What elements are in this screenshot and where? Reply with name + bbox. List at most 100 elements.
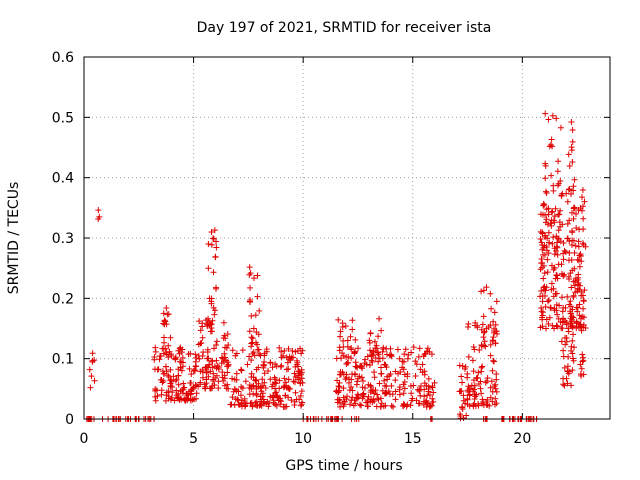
data-point (566, 301, 573, 308)
data-point (281, 375, 288, 382)
data-point (292, 373, 299, 380)
data-point (539, 229, 546, 236)
data-point (570, 292, 577, 299)
data-point (493, 371, 500, 378)
data-point (342, 323, 349, 330)
data-point (257, 385, 264, 392)
data-point (236, 401, 243, 408)
data-point (570, 205, 577, 212)
data-point (277, 395, 284, 402)
data-point (578, 365, 585, 372)
data-point (388, 402, 395, 409)
data-point (492, 395, 499, 402)
data-point (213, 357, 220, 364)
data-point (560, 381, 567, 388)
data-point (475, 401, 482, 408)
data-point (408, 397, 415, 404)
data-point (581, 287, 588, 294)
data-point (215, 366, 222, 373)
data-point (356, 401, 363, 408)
data-point (538, 305, 545, 312)
data-point (402, 346, 409, 353)
data-point (540, 262, 547, 269)
data-point (554, 251, 561, 258)
data-point (192, 363, 199, 370)
data-point (539, 309, 546, 316)
data-point (250, 382, 257, 389)
data-point (557, 238, 564, 245)
data-point (555, 261, 562, 268)
data-point (568, 144, 575, 151)
data-point (482, 343, 489, 350)
data-point (565, 151, 572, 158)
data-point (167, 377, 174, 384)
data-point (547, 220, 554, 227)
data-point (384, 376, 391, 383)
data-point (220, 335, 227, 342)
data-point (407, 402, 414, 409)
data-point (544, 269, 551, 276)
data-point (553, 301, 560, 308)
data-point (543, 325, 550, 332)
data-point (375, 358, 382, 365)
data-point (349, 371, 356, 378)
data-point (400, 381, 407, 388)
data-point (175, 372, 182, 379)
data-point (344, 337, 351, 344)
data-point (541, 201, 548, 208)
data-point (259, 376, 266, 383)
data-point (551, 213, 558, 220)
data-point (246, 264, 253, 271)
data-point (558, 192, 565, 199)
data-point (554, 244, 561, 251)
data-point (152, 387, 159, 394)
data-point (335, 316, 342, 323)
data-point (257, 401, 264, 408)
data-point (396, 391, 403, 398)
data-point (564, 380, 571, 387)
data-point (346, 387, 353, 394)
data-point (580, 324, 587, 331)
data-point (241, 403, 248, 410)
data-point (460, 392, 467, 399)
data-point (261, 379, 268, 386)
data-point (579, 351, 586, 358)
data-point (253, 398, 260, 405)
data-point (351, 349, 358, 356)
data-point (577, 253, 584, 260)
data-point (576, 226, 583, 233)
data-point (543, 244, 550, 251)
data-point (238, 383, 245, 390)
data-point (539, 246, 546, 253)
data-point (479, 363, 486, 370)
data-point (544, 256, 551, 263)
data-point (492, 385, 499, 392)
data-point (421, 371, 428, 378)
data-point (298, 366, 305, 373)
data-point (281, 347, 288, 354)
data-point (251, 275, 258, 282)
data-point (466, 385, 473, 392)
data-point (575, 271, 582, 278)
data-point (165, 311, 172, 318)
data-point (545, 297, 552, 304)
data-point (162, 318, 169, 325)
data-point (235, 388, 242, 395)
data-point (382, 389, 389, 396)
data-point (494, 330, 501, 337)
data-point (566, 163, 573, 170)
data-point (480, 398, 487, 405)
data-point (358, 362, 365, 369)
data-point (560, 256, 567, 263)
data-point (355, 345, 362, 352)
data-point (249, 335, 256, 342)
data-point (574, 308, 581, 315)
data-point (577, 323, 584, 330)
data-point (364, 353, 371, 360)
data-point (469, 357, 476, 364)
data-point (158, 391, 165, 398)
data-point (267, 376, 274, 383)
data-point (221, 372, 228, 379)
data-point (233, 376, 240, 383)
data-point (551, 265, 558, 272)
